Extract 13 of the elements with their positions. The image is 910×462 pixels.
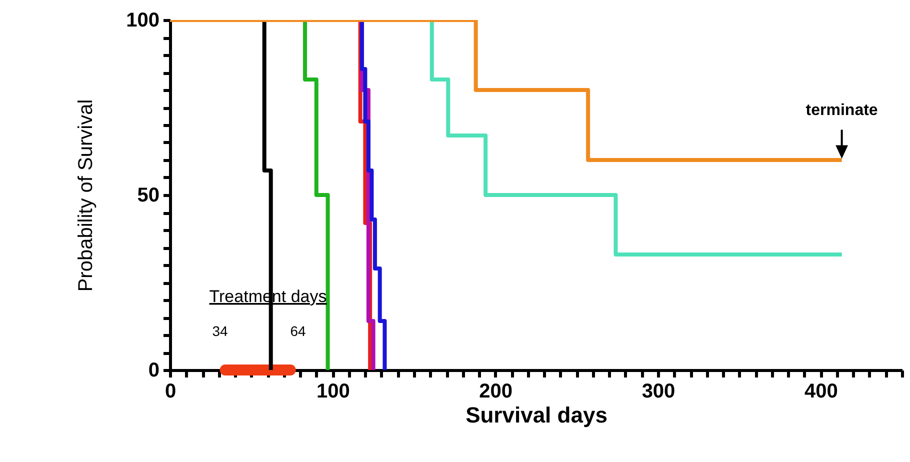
y-tick-label: 100: [126, 10, 160, 32]
y-tick-label: 50: [137, 184, 160, 206]
x-axis-title: Survival days: [466, 402, 608, 428]
x-tick-label: 0: [164, 380, 176, 402]
annotation: 34: [212, 323, 228, 339]
y-axis-title: Probability of Survival: [75, 99, 98, 292]
x-tick-label: 300: [642, 380, 676, 402]
x-tick-label: 400: [804, 380, 838, 402]
x-tick-label: 200: [479, 380, 513, 402]
annotation: 64: [290, 323, 306, 339]
x-tick-label: 100: [316, 380, 350, 402]
y-tick-label: 0: [148, 360, 160, 382]
annotation: terminate: [806, 102, 878, 119]
